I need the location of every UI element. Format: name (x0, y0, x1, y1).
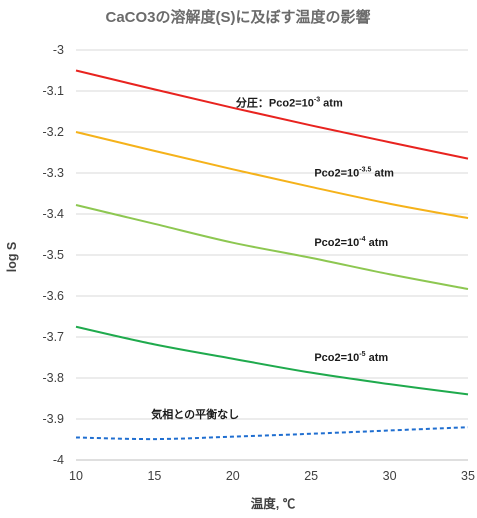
series-lines (75, 69, 469, 441)
y-tick-label: -3.4 (42, 207, 64, 221)
gridlines (76, 49, 468, 461)
annotation-unit: atm (371, 167, 394, 179)
x-tick-label: 10 (69, 469, 83, 483)
x-tick-label: 35 (461, 469, 475, 483)
series-line-5 (75, 426, 469, 441)
series-annotation-1: 分圧：Pco2=10-3 atm (236, 96, 343, 110)
y-tick-label: -3.6 (42, 289, 64, 303)
y-tick-label: -3.2 (42, 125, 64, 139)
annotation-unit: atm (366, 237, 389, 249)
x-tick-label: 20 (226, 469, 240, 483)
annotation-exponent: -3.5 (359, 166, 371, 173)
series-annotation-5: 気相との平衡なし (151, 407, 239, 421)
y-tick-label: -3.1 (42, 84, 64, 98)
y-tick-label: -3.5 (42, 248, 64, 262)
annotation-unit: atm (320, 98, 343, 110)
series-annotation-2: Pco2=10-3.5 atm (314, 166, 394, 179)
series-line-4 (75, 325, 469, 396)
y-tick-label: -3.8 (42, 371, 64, 385)
chart-title: CaCO3の溶解度(S)に及ぼす温度の影響 (105, 8, 370, 26)
series-annotation-4: Pco2=10-5 atm (314, 351, 388, 364)
y-tick-label: -3.3 (42, 166, 64, 180)
series-annotations: 分圧：Pco2=10-3 atm Pco2=10-3.5 atm Pco2=10-4… (151, 96, 394, 422)
annotation-exponent: -3 (314, 97, 320, 104)
series-line-1 (75, 69, 469, 160)
y-axis-ticks: -3 -3.1 -3.2 -3.3 -3.4 -3.5 -3.6 -3.7 -3.8 -3.9 -4 (42, 43, 64, 467)
annotation-exponent: -5 (359, 351, 365, 358)
x-tick-label: 30 (383, 469, 397, 483)
y-tick-label: -3 (53, 43, 64, 57)
annotation-exponent: -4 (359, 236, 365, 243)
y-tick-label: -3.7 (42, 330, 64, 344)
annotation-unit: atm (366, 352, 389, 364)
y-tick-label: -4 (53, 453, 64, 467)
series-annotation-3: Pco2=10-4 atm (314, 236, 388, 249)
series-line-3 (75, 204, 469, 291)
x-tick-label: 25 (304, 469, 318, 483)
x-tick-label: 15 (147, 469, 161, 483)
x-axis-ticks: 10 15 20 25 30 35 (69, 469, 475, 483)
y-tick-label: -3.9 (42, 412, 64, 426)
y-axis-label: log S (5, 242, 19, 273)
x-axis-label: 温度, ℃ (251, 496, 296, 511)
series-line-2 (75, 131, 469, 220)
